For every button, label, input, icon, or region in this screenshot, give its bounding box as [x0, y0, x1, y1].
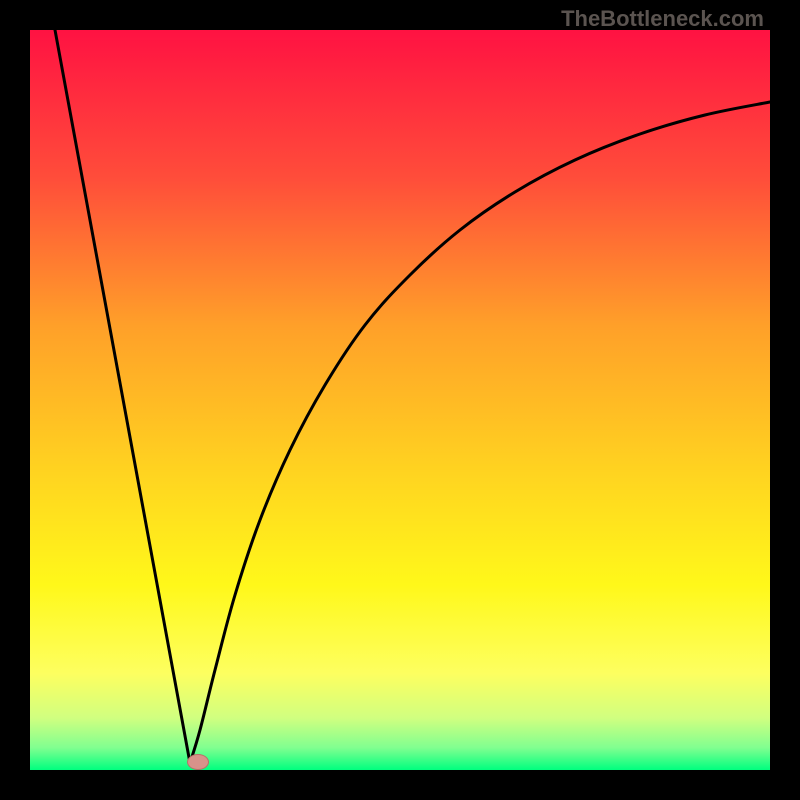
- vertex-marker: [187, 754, 209, 770]
- watermark-text: TheBottleneck.com: [561, 6, 764, 32]
- chart-canvas: TheBottleneck.com: [0, 0, 800, 800]
- curve-plot: [0, 0, 800, 800]
